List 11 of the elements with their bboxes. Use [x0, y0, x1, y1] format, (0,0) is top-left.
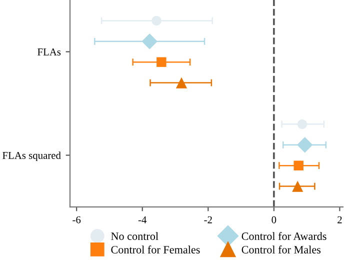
y-tick-label: FLAs	[38, 48, 61, 56]
x-tick-label: -6	[72, 216, 81, 224]
legend-label: Control for Males	[242, 246, 321, 254]
x-tick-label: 2	[338, 216, 342, 224]
x-tick-label: -4	[138, 216, 147, 224]
x-tick-label: 0	[272, 216, 276, 224]
x-tick-label: -2	[204, 216, 212, 224]
y-tick-label: FLAs squared	[2, 152, 61, 162]
legend-label: Control for Awards	[242, 232, 326, 240]
legend-label: Control for Females	[111, 246, 200, 254]
legend-label: No control	[111, 232, 158, 240]
